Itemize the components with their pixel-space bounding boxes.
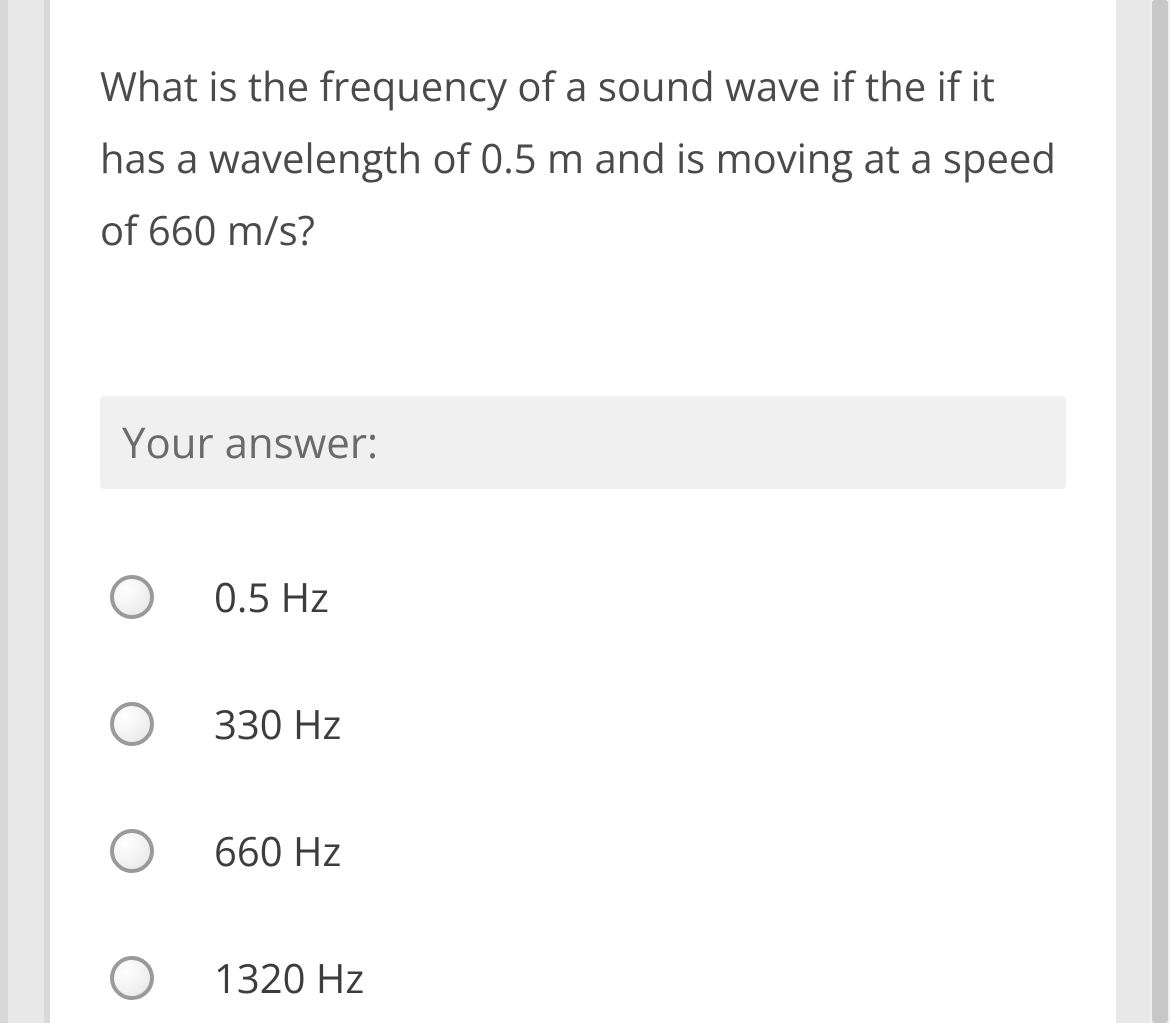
- radio-icon[interactable]: [110, 575, 154, 619]
- answer-prompt-box: Your answer:: [100, 396, 1066, 489]
- option-row-1[interactable]: 330 Hz: [110, 696, 1066, 751]
- option-row-3[interactable]: 1320 Hz: [110, 950, 1066, 1005]
- option-label: 330 Hz: [214, 696, 341, 751]
- page-background: What is the frequency of a sound wave if…: [0, 0, 1170, 1023]
- question-text: What is the frequency of a sound wave if…: [100, 50, 1066, 266]
- question-card: What is the frequency of a sound wave if…: [44, 0, 1116, 1023]
- option-label: 660 Hz: [214, 823, 341, 878]
- scrollbar-track[interactable]: [1150, 0, 1170, 1023]
- options-group: 0.5 Hz 330 Hz 660 Hz 1320 Hz: [100, 569, 1066, 1005]
- option-row-2[interactable]: 660 Hz: [110, 823, 1066, 878]
- answer-prompt-label: Your answer:: [122, 414, 1044, 471]
- radio-icon[interactable]: [110, 956, 154, 1000]
- option-label: 0.5 Hz: [214, 569, 329, 624]
- left-edge-shadow: [0, 0, 8, 1023]
- scrollbar-thumb[interactable]: [1152, 0, 1168, 1023]
- radio-icon[interactable]: [110, 702, 154, 746]
- option-row-0[interactable]: 0.5 Hz: [110, 569, 1066, 624]
- radio-icon[interactable]: [110, 829, 154, 873]
- option-label: 1320 Hz: [214, 950, 364, 1005]
